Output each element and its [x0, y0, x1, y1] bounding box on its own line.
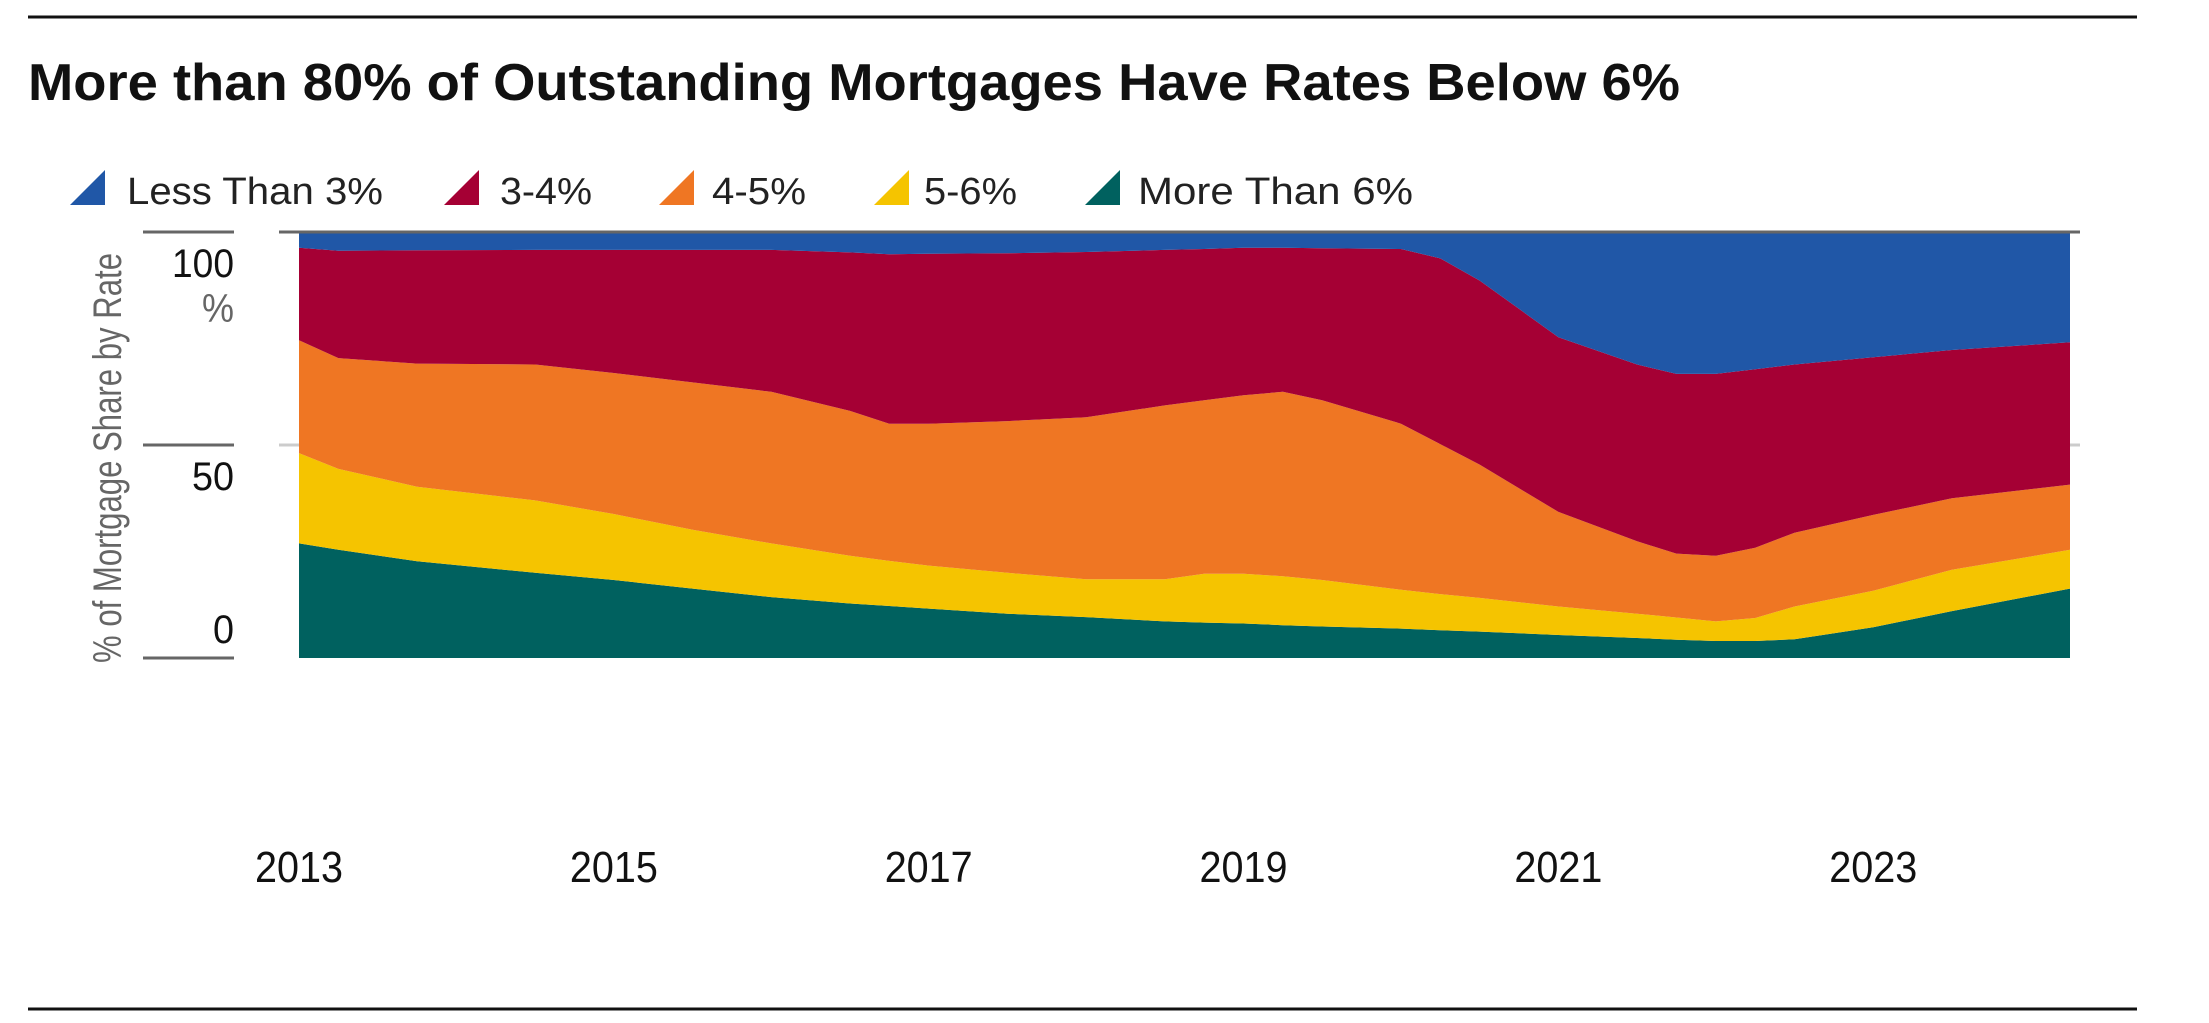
x-tick-label-2019: 2019 [1200, 843, 1288, 892]
x-axis: 2013 2015 2017 2019 2021 2023 [255, 843, 1917, 892]
y-tick-label-100: 100 [172, 242, 234, 286]
area-5-6- [299, 453, 2070, 641]
legend-triangle-icon [70, 170, 105, 205]
x-tick-label-2013: 2013 [255, 843, 343, 892]
legend-label: Less Than 3% [127, 171, 383, 213]
x-tick-label-2023: 2023 [1829, 843, 1917, 892]
y-tick-label-0: 0 [213, 608, 234, 652]
legend-triangle-icon [874, 170, 909, 205]
y-axis-title: % of Mortgage Share by Rate [86, 253, 130, 663]
legend-item-3-4: 3-4% [444, 170, 592, 213]
y-unit-label: % [202, 287, 234, 331]
legend-triangle-icon [444, 170, 479, 205]
area-3-4- [299, 247, 2070, 556]
legend-label: 5-6% [924, 171, 1017, 213]
legend-item-5-6: 5-6% [874, 170, 1017, 213]
legend-item-more-than-6: More Than 6% [1085, 170, 1413, 213]
x-tick-label-2017: 2017 [885, 843, 973, 892]
legend-triangle-icon [1085, 170, 1120, 205]
legend-label: 3-4% [500, 171, 592, 213]
stacked-areas [299, 232, 2070, 658]
legend-item-less-than-3: Less Than 3% [70, 170, 383, 213]
x-tick-label-2015: 2015 [570, 843, 658, 892]
area-less-than-3- [299, 232, 2070, 374]
y-tick-label-50: 50 [192, 455, 234, 499]
area-4-5- [299, 340, 2070, 622]
legend: Less Than 3% 3-4% 4-5% 5-6% More Than 6% [70, 170, 1413, 213]
x-tick-label-2021: 2021 [1514, 843, 1602, 892]
legend-label: More Than 6% [1138, 171, 1413, 213]
legend-label: 4-5% [712, 171, 806, 213]
area-more-than-6- [299, 543, 2070, 658]
legend-item-4-5: 4-5% [659, 170, 806, 213]
legend-triangle-icon [659, 170, 694, 205]
chart-title: More than 80% of Outstanding Mortgages H… [28, 54, 1680, 112]
y-axis: 100 % 50 0 % of Mortgage Share by Rate [86, 230, 234, 663]
